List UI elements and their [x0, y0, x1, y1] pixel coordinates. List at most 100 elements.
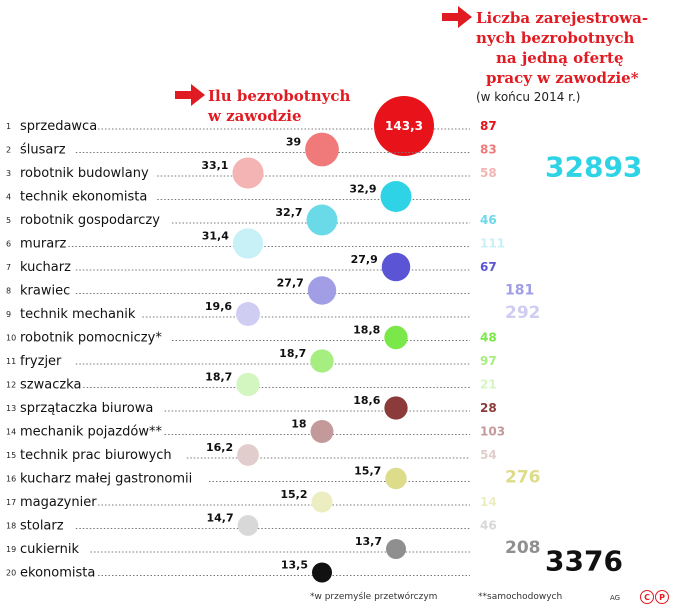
category-label: cukiernik: [20, 542, 79, 557]
bubble-value-label: 13,7: [355, 535, 382, 548]
ratio-title-line-3: na jedną ofertę: [496, 49, 624, 67]
bubble: [237, 515, 259, 536]
category-label: sprzątaczka biurowa: [20, 401, 153, 416]
rank-number: 2: [6, 146, 11, 155]
rank-number: 8: [6, 287, 11, 296]
ratio-label: 48: [480, 331, 497, 345]
ratio-label: 103: [480, 425, 505, 439]
category-label: technik ekonomista: [20, 190, 147, 205]
bubble-value-label: 27,7: [277, 277, 304, 290]
rank-number: 20: [6, 569, 16, 578]
ratio-label: 292: [505, 303, 541, 323]
bubble-value-label: 18,7: [279, 347, 306, 360]
bubble: [236, 372, 260, 397]
category-label: kucharz: [20, 260, 71, 275]
ratio-label: 111: [480, 237, 505, 251]
ratio-label: 67: [480, 260, 497, 274]
category-label: murarz: [20, 237, 67, 252]
rank-number: 5: [6, 216, 11, 225]
bubble: [384, 396, 408, 420]
ratio-label: 87: [480, 119, 497, 133]
bubble-value-label: 15,7: [354, 465, 381, 478]
copyright-c-icon: C: [640, 590, 654, 604]
bubble-value-label: 18: [291, 418, 306, 431]
ratio-label: 32893: [545, 151, 642, 184]
category-label: mechanik pojazdów**: [20, 425, 162, 440]
ratio-label: 97: [480, 354, 497, 368]
category-label: ślusarz: [20, 143, 66, 158]
category-label: szwaczka: [20, 378, 81, 393]
rank-number: 12: [6, 381, 16, 390]
bubble-value-label: 32,7: [275, 206, 302, 219]
ratio-label: 208: [505, 538, 541, 558]
category-label: sprzedawca: [20, 119, 97, 134]
bubble: [386, 539, 406, 559]
footnote-1: *w przemyśle przetwórczym: [310, 592, 438, 602]
rank-number: 17: [6, 498, 16, 507]
bubble: [310, 420, 334, 443]
bubble-value-label: 18,6: [353, 394, 380, 407]
bubble-value-label: 16,2: [206, 441, 233, 454]
rank-number: 3: [6, 169, 11, 178]
bubble: [232, 228, 264, 259]
bubble: [306, 204, 338, 236]
arrow-right-icon-top: [442, 6, 472, 28]
ratio-label: 54: [480, 448, 497, 462]
bubble: [311, 491, 333, 513]
credit-text: AG: [610, 594, 621, 602]
bubble: [381, 252, 411, 282]
bubble-value-label: 19,6: [205, 300, 232, 313]
ratio-label: 28: [480, 401, 497, 415]
bubble-value-label: 18,7: [205, 371, 232, 384]
bubble-value-label: 31,4: [202, 230, 229, 243]
category-label: robotnik gospodarczy: [20, 213, 160, 228]
rank-number: 9: [6, 310, 11, 319]
bubble: [232, 157, 264, 189]
category-label: technik mechanik: [20, 307, 136, 322]
rank-number: 16: [6, 475, 16, 484]
ratio-label: 181: [505, 283, 534, 299]
rank-number: 10: [6, 334, 16, 343]
arrow-right-icon-left: [175, 84, 205, 106]
bubble-value-label: 18,8: [353, 324, 380, 337]
category-label: robotnik budowlany: [20, 166, 149, 181]
ratio-title-line-2: nych bezrobotnych: [476, 29, 635, 47]
ratio-label: 276: [505, 468, 541, 488]
bubble-value-label: 32,9: [349, 183, 376, 196]
bubble-value-label: 33,1: [201, 159, 228, 172]
ratio-subtitle: (w końcu 2014 r.): [476, 90, 581, 104]
category-label: kucharz małej gastronomii: [20, 472, 192, 487]
bubble-value-label: 143,3: [385, 119, 423, 133]
bubbles-title-line-1: Ilu bezrobotnych: [208, 87, 351, 105]
rank-number: 4: [6, 193, 11, 202]
ratio-label: 46: [480, 213, 497, 227]
bubble: [237, 444, 259, 466]
rank-number: 14: [6, 428, 16, 437]
bubble-value-label: 39: [286, 136, 301, 149]
bubble: [312, 562, 332, 583]
rank-number: 1: [6, 122, 11, 131]
ratio-label: 58: [480, 166, 497, 180]
category-label: stolarz: [20, 519, 64, 534]
rank-number: 19: [6, 545, 16, 554]
bubble: [236, 302, 260, 326]
rank-number: 11: [6, 357, 16, 366]
bubble: [305, 132, 339, 167]
ratio-label: 46: [480, 519, 497, 533]
ratio-label: 14: [480, 495, 497, 509]
bubbles-title-line-2: w zawodzie: [208, 107, 302, 125]
ratio-label: 3376: [545, 545, 623, 578]
bubble: [380, 181, 412, 212]
ratio-title: Liczba zarejestrowa- nych bezrobotnych n…: [476, 8, 672, 106]
rank-number: 15: [6, 451, 16, 460]
category-label: fryzjer: [20, 354, 62, 369]
rank-number: 18: [6, 522, 16, 531]
ratio-title-line-4: pracy w zawodzie*: [486, 69, 639, 87]
rank-number: 6: [6, 240, 11, 249]
bubble: [310, 349, 334, 373]
rank-number: 7: [6, 263, 11, 272]
category-label: magazynier: [20, 495, 97, 510]
bubble: [307, 276, 337, 305]
ratio-label: 83: [480, 143, 497, 157]
